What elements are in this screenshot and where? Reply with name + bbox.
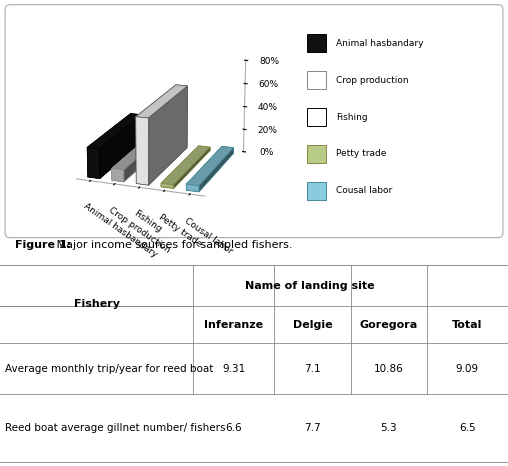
FancyBboxPatch shape: [307, 34, 326, 53]
Text: Average monthly trip/year for reed boat: Average monthly trip/year for reed boat: [5, 363, 213, 374]
Text: Major income sources for sampled fishers.: Major income sources for sampled fishers…: [53, 240, 293, 250]
Text: Petty trade: Petty trade: [336, 150, 386, 158]
Text: Cousal labor: Cousal labor: [336, 186, 392, 195]
FancyBboxPatch shape: [307, 182, 326, 200]
Text: 7.1: 7.1: [304, 363, 321, 374]
Text: Fishing: Fishing: [336, 113, 367, 122]
Text: Fishery: Fishery: [74, 299, 119, 309]
Text: 10.86: 10.86: [374, 363, 403, 374]
FancyBboxPatch shape: [307, 108, 326, 126]
Text: Delgie: Delgie: [293, 320, 332, 329]
Text: 9.09: 9.09: [456, 363, 479, 374]
Text: Reed boat average gillnet number/ fishers: Reed boat average gillnet number/ fisher…: [5, 423, 226, 433]
Text: Inferanze: Inferanze: [204, 320, 263, 329]
Text: 9.31: 9.31: [222, 363, 245, 374]
Text: Name of landing site: Name of landing site: [245, 281, 375, 291]
Text: Figure 1:: Figure 1:: [15, 240, 71, 250]
FancyBboxPatch shape: [307, 71, 326, 89]
Text: Animal hasbandary: Animal hasbandary: [336, 39, 423, 48]
Text: Total: Total: [452, 320, 483, 329]
Text: Crop production: Crop production: [336, 75, 408, 85]
Text: 6.5: 6.5: [459, 423, 475, 433]
Text: Goregora: Goregora: [360, 320, 418, 329]
Text: 6.6: 6.6: [226, 423, 242, 433]
FancyBboxPatch shape: [307, 145, 326, 163]
Text: 7.7: 7.7: [304, 423, 321, 433]
Text: 5.3: 5.3: [380, 423, 397, 433]
